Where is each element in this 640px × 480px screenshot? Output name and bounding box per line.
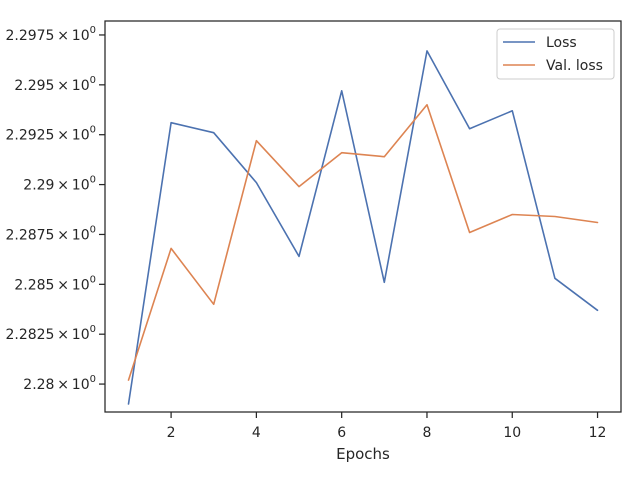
legend: Loss Val. loss xyxy=(496,28,615,80)
y-tick-label: 2.2875 × 100 xyxy=(5,224,96,243)
x-tick-label: 10 xyxy=(503,425,521,441)
y-tick-label: 2.2975 × 100 xyxy=(5,25,96,44)
series-lines xyxy=(127,50,599,405)
y-tick-labels: 2.28 × 100 2.2825 × 100 2.285 × 100 2.2875 … xyxy=(5,25,96,393)
tick-marks xyxy=(99,34,599,418)
legend-label-loss: Loss xyxy=(546,35,577,51)
x-tick-label: 2 xyxy=(167,425,176,441)
y-tick-label: 2.28 × 100 xyxy=(23,374,96,393)
x-tick-labels: 2 4 6 8 10 12 xyxy=(167,425,607,441)
series-line-loss xyxy=(127,50,599,405)
series-line-val-loss xyxy=(127,104,599,381)
y-tick-label: 2.2825 × 100 xyxy=(5,324,96,343)
y-tick-label: 2.285 × 100 xyxy=(14,274,96,293)
y-tick-label: 2.2925 × 100 xyxy=(5,125,96,144)
plot-frame xyxy=(104,20,622,413)
legend-label-val-loss: Val. loss xyxy=(546,58,603,74)
x-axis-title: Epochs xyxy=(336,445,390,463)
x-tick-label: 4 xyxy=(252,425,261,441)
x-tick-label: 12 xyxy=(589,425,607,441)
y-tick-label: 2.295 × 100 xyxy=(14,75,96,94)
y-tick-label: 2.29 × 100 xyxy=(23,175,96,194)
plot-background xyxy=(105,21,621,412)
x-tick-label: 8 xyxy=(423,425,432,441)
x-tick-label: 6 xyxy=(337,425,346,441)
